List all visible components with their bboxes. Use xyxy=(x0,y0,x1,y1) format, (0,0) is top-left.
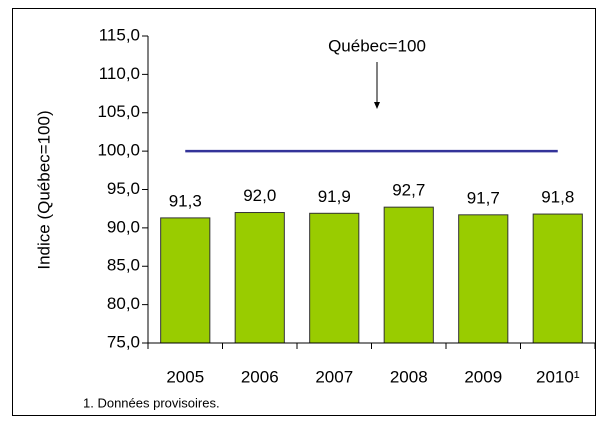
y-tick-label: 80,0 xyxy=(107,294,140,313)
data-label: 92,0 xyxy=(243,186,276,205)
y-tick-label: 90,0 xyxy=(107,217,140,236)
x-tick-label: 2010¹ xyxy=(536,367,580,386)
bar xyxy=(309,212,360,344)
data-label: 91,3 xyxy=(169,191,202,210)
footnote: 1. Données provisoires. xyxy=(83,395,220,410)
annotation: Québec=100 xyxy=(328,36,426,55)
annotation-arrowhead xyxy=(374,102,380,109)
data-label: 92,7 xyxy=(392,181,425,200)
y-tick-label: 100,0 xyxy=(97,141,140,160)
bar xyxy=(383,206,434,344)
y-tick-label: 85,0 xyxy=(107,256,140,275)
y-tick-label: 75,0 xyxy=(107,332,140,351)
x-tick-label: 2005 xyxy=(166,367,204,386)
x-tick-label: 2009 xyxy=(464,367,502,386)
data-label: 91,7 xyxy=(467,188,500,207)
y-axis-label: Indice (Québec=100) xyxy=(34,110,53,269)
bar xyxy=(458,214,509,344)
x-tick-label: 2006 xyxy=(241,367,279,386)
x-tick-label: 2007 xyxy=(315,367,353,386)
bar xyxy=(532,213,583,344)
y-tick-label: 95,0 xyxy=(107,179,140,198)
bar xyxy=(234,212,285,344)
chart-frame xyxy=(12,8,596,416)
x-tick-label: 2008 xyxy=(390,367,428,386)
y-tick-label: 115,0 xyxy=(99,25,140,44)
y-tick-label: 110,0 xyxy=(99,64,140,83)
data-label: 91,8 xyxy=(541,188,574,207)
data-label: 91,9 xyxy=(318,187,351,206)
bar xyxy=(160,217,211,344)
y-tick-label: 105,0 xyxy=(97,102,140,121)
